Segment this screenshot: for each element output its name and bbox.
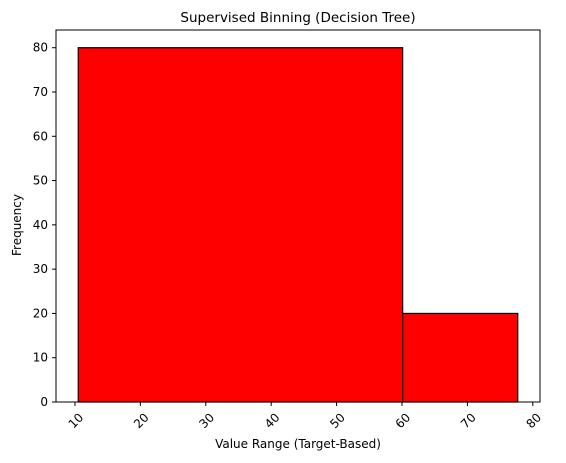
histogram-bar — [402, 312, 519, 403]
y-tick-label: 30 — [33, 262, 48, 276]
y-tick-label: 40 — [33, 218, 48, 232]
y-tick-label: 50 — [33, 174, 48, 188]
x-tick-label: 60 — [393, 410, 414, 431]
y-tick-label: 80 — [33, 41, 48, 55]
y-tick-label: 20 — [33, 306, 48, 320]
x-axis-label: Value Range (Target-Based) — [215, 437, 381, 451]
y-axis-label: Frequency — [10, 194, 24, 256]
x-tick-label: 30 — [196, 410, 217, 431]
x-tick-label: 50 — [327, 410, 348, 431]
y-axis-ticks: 0 10 20 30 40 50 60 70 80 — [33, 41, 56, 409]
y-tick-label: 10 — [33, 351, 48, 365]
y-tick-label: 60 — [33, 129, 48, 143]
x-tick-label: 40 — [262, 410, 283, 431]
x-tick-label: 70 — [458, 410, 479, 431]
x-tick-label: 20 — [131, 410, 152, 431]
y-tick-label: 70 — [33, 85, 48, 99]
bars-group — [77, 47, 519, 403]
plot-frame — [55, 29, 541, 403]
x-axis-ticks: 10 20 30 40 50 60 70 80 — [66, 402, 544, 431]
x-tick-label: 10 — [66, 410, 87, 431]
x-tick-label: 80 — [523, 410, 544, 431]
chart-title: Supervised Binning (Decision Tree) — [180, 10, 415, 26]
y-tick-label: 0 — [40, 395, 48, 409]
histogram-bar — [77, 47, 404, 403]
